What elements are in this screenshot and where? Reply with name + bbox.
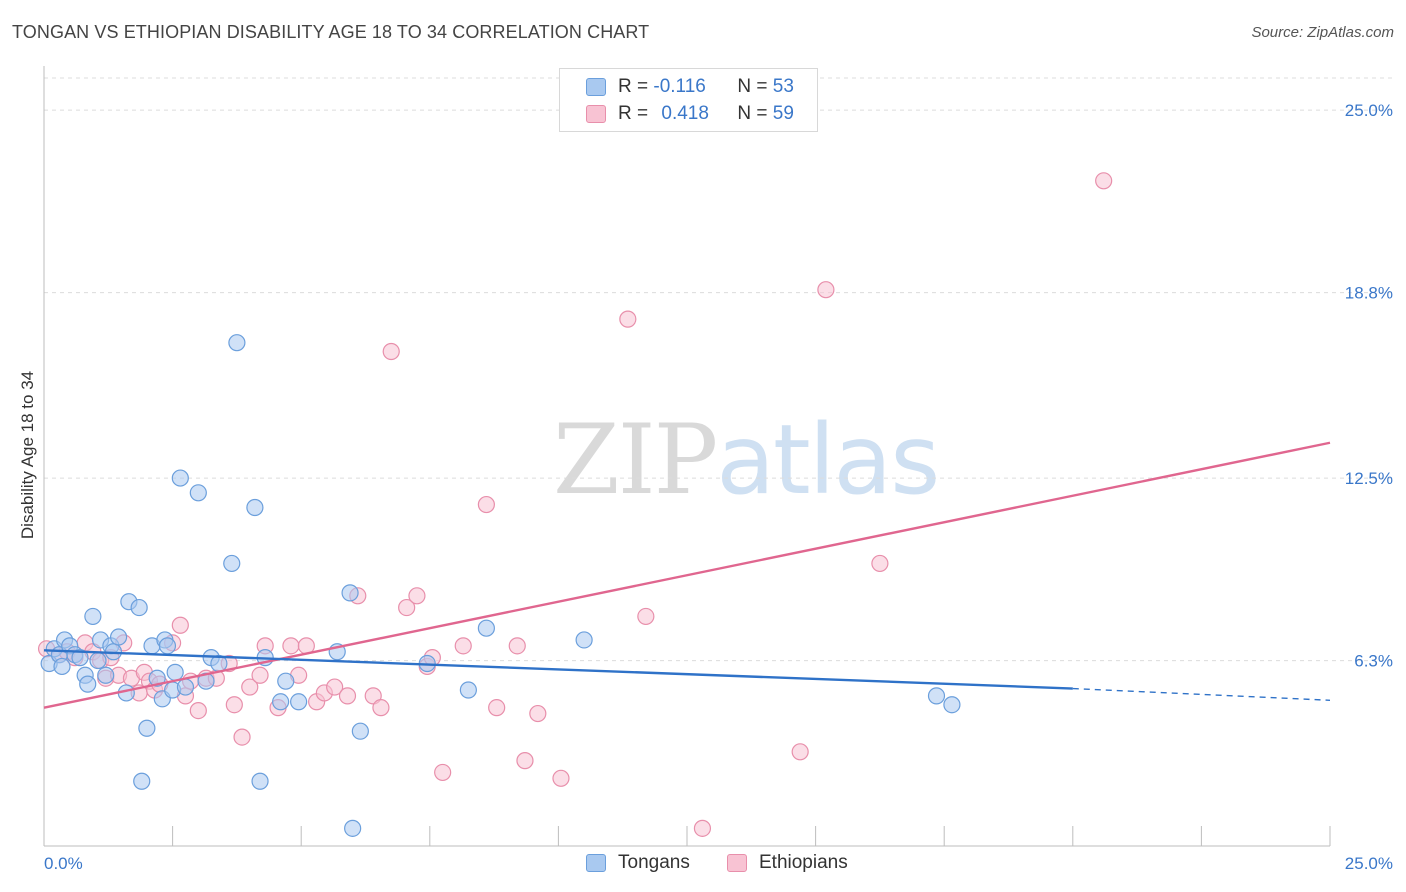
bottom-legend-ethiopians: Ethiopians: [727, 852, 848, 874]
y-tick-label: 25.0%: [1345, 101, 1393, 120]
watermark-zip: ZIP: [553, 404, 718, 516]
ethiopian-point: [508, 637, 526, 655]
tongan-point: [79, 675, 97, 693]
watermark-atlas: atlas: [716, 404, 940, 516]
tongan-point: [71, 649, 89, 667]
ethiopian-point: [637, 607, 655, 626]
tongan-point: [148, 669, 166, 687]
ethiopian-point: [1095, 172, 1113, 190]
tongan-point: [89, 651, 107, 670]
legend-row-tongans: R = -0.116 N = 53: [586, 76, 794, 98]
ethiopian-point: [398, 598, 416, 617]
bottom-tongans-label: Tongans: [618, 852, 690, 873]
ethiopian-point: [225, 696, 243, 714]
ethiopian-point: [791, 743, 809, 761]
y-tick-label: 6.3%: [1354, 652, 1393, 671]
ethiopian-point: [529, 704, 547, 723]
tongans-n-value: 53: [772, 76, 794, 97]
tongan-point: [53, 657, 71, 676]
ethiopian-point: [372, 699, 390, 717]
bottom-legend-tongans: Tongans: [586, 852, 690, 874]
tongan-point: [246, 498, 264, 517]
ethiopian-point: [338, 687, 357, 705]
y-tick-label: 18.8%: [1345, 284, 1393, 303]
ethiopian-point: [233, 728, 251, 746]
ethiopians-r-label: R =: [618, 103, 654, 124]
ethiopian-point: [619, 310, 637, 328]
tongans-trend-extension: [1072, 687, 1331, 702]
y-tick-label: 12.5%: [1345, 469, 1393, 488]
tongan-point: [223, 554, 241, 573]
ethiopian-point: [477, 495, 495, 514]
tongan-point: [166, 663, 184, 681]
tongan-point: [97, 666, 115, 684]
ethiopian-point: [693, 819, 712, 837]
tongan-point: [189, 484, 207, 502]
tongan-point: [341, 584, 359, 602]
tongan-point: [575, 631, 593, 649]
tongan-point: [176, 678, 195, 696]
tongan-point: [228, 334, 246, 352]
tongan-point: [84, 607, 102, 626]
source-note: Source: ZipAtlas.com: [1251, 24, 1394, 41]
tongan-point: [158, 637, 177, 655]
tongans-r-value: -0.116: [653, 76, 706, 97]
tongans-trend-line: [43, 649, 1073, 690]
ethiopian-point: [241, 678, 259, 696]
tongan-point: [943, 696, 961, 714]
ethiopian-point: [434, 763, 452, 782]
tongans-swatch: [586, 78, 606, 96]
tongan-point: [109, 628, 128, 646]
ethiopian-point: [326, 678, 344, 696]
ethiopian-point: [282, 637, 300, 655]
tongans-n-label: N =: [737, 76, 773, 97]
ethiopian-point: [251, 666, 269, 684]
tongan-point: [272, 693, 290, 711]
ethiopian-point: [189, 702, 207, 720]
x-tick-label: 25.0%: [1345, 854, 1393, 873]
tongan-point: [351, 722, 369, 740]
legend-row-ethiopians: R = 0.418 N = 59: [586, 103, 794, 125]
tongan-point: [459, 681, 477, 699]
ethiopian-point: [516, 752, 534, 770]
watermark: ZIPatlas: [553, 404, 940, 516]
ethiopians-swatch: [586, 105, 606, 123]
tongans-r-label: R =: [618, 76, 654, 97]
tongan-point: [927, 687, 946, 705]
ethiopian-point: [454, 637, 472, 655]
tongan-point: [171, 469, 189, 487]
tongan-point: [477, 619, 495, 637]
ethiopians-r-value: 0.418: [661, 103, 709, 124]
ethiopian-point: [408, 587, 426, 605]
chart-title: TONGAN VS ETHIOPIAN DISABILITY AGE 18 TO…: [12, 22, 650, 42]
ethiopian-point: [382, 342, 400, 361]
bottom-ethiopians-swatch: [727, 854, 747, 872]
ethiopian-point: [817, 281, 835, 299]
tongan-point: [344, 819, 362, 837]
ethiopians-n-label: N =: [737, 103, 773, 124]
x-tick-label: 0.0%: [44, 854, 83, 873]
tongan-point: [251, 772, 269, 790]
bottom-tongans-swatch: [586, 854, 606, 872]
ethiopians-trend-line: [43, 441, 1331, 709]
ethiopian-point: [871, 554, 889, 573]
tongan-point: [133, 772, 151, 790]
bottom-ethiopians-label: Ethiopians: [759, 852, 848, 873]
tongan-point: [138, 719, 156, 737]
ethiopians-n-value: 59: [772, 103, 794, 124]
ethiopian-point: [488, 699, 506, 717]
correlation-legend: R = -0.116 N = 53 R = 0.418 N = 59: [559, 68, 818, 132]
tongan-point: [290, 693, 308, 711]
ethiopian-point: [171, 616, 189, 634]
tongan-point: [277, 672, 295, 690]
tongan-point: [130, 598, 148, 617]
ethiopian-point: [552, 769, 570, 787]
